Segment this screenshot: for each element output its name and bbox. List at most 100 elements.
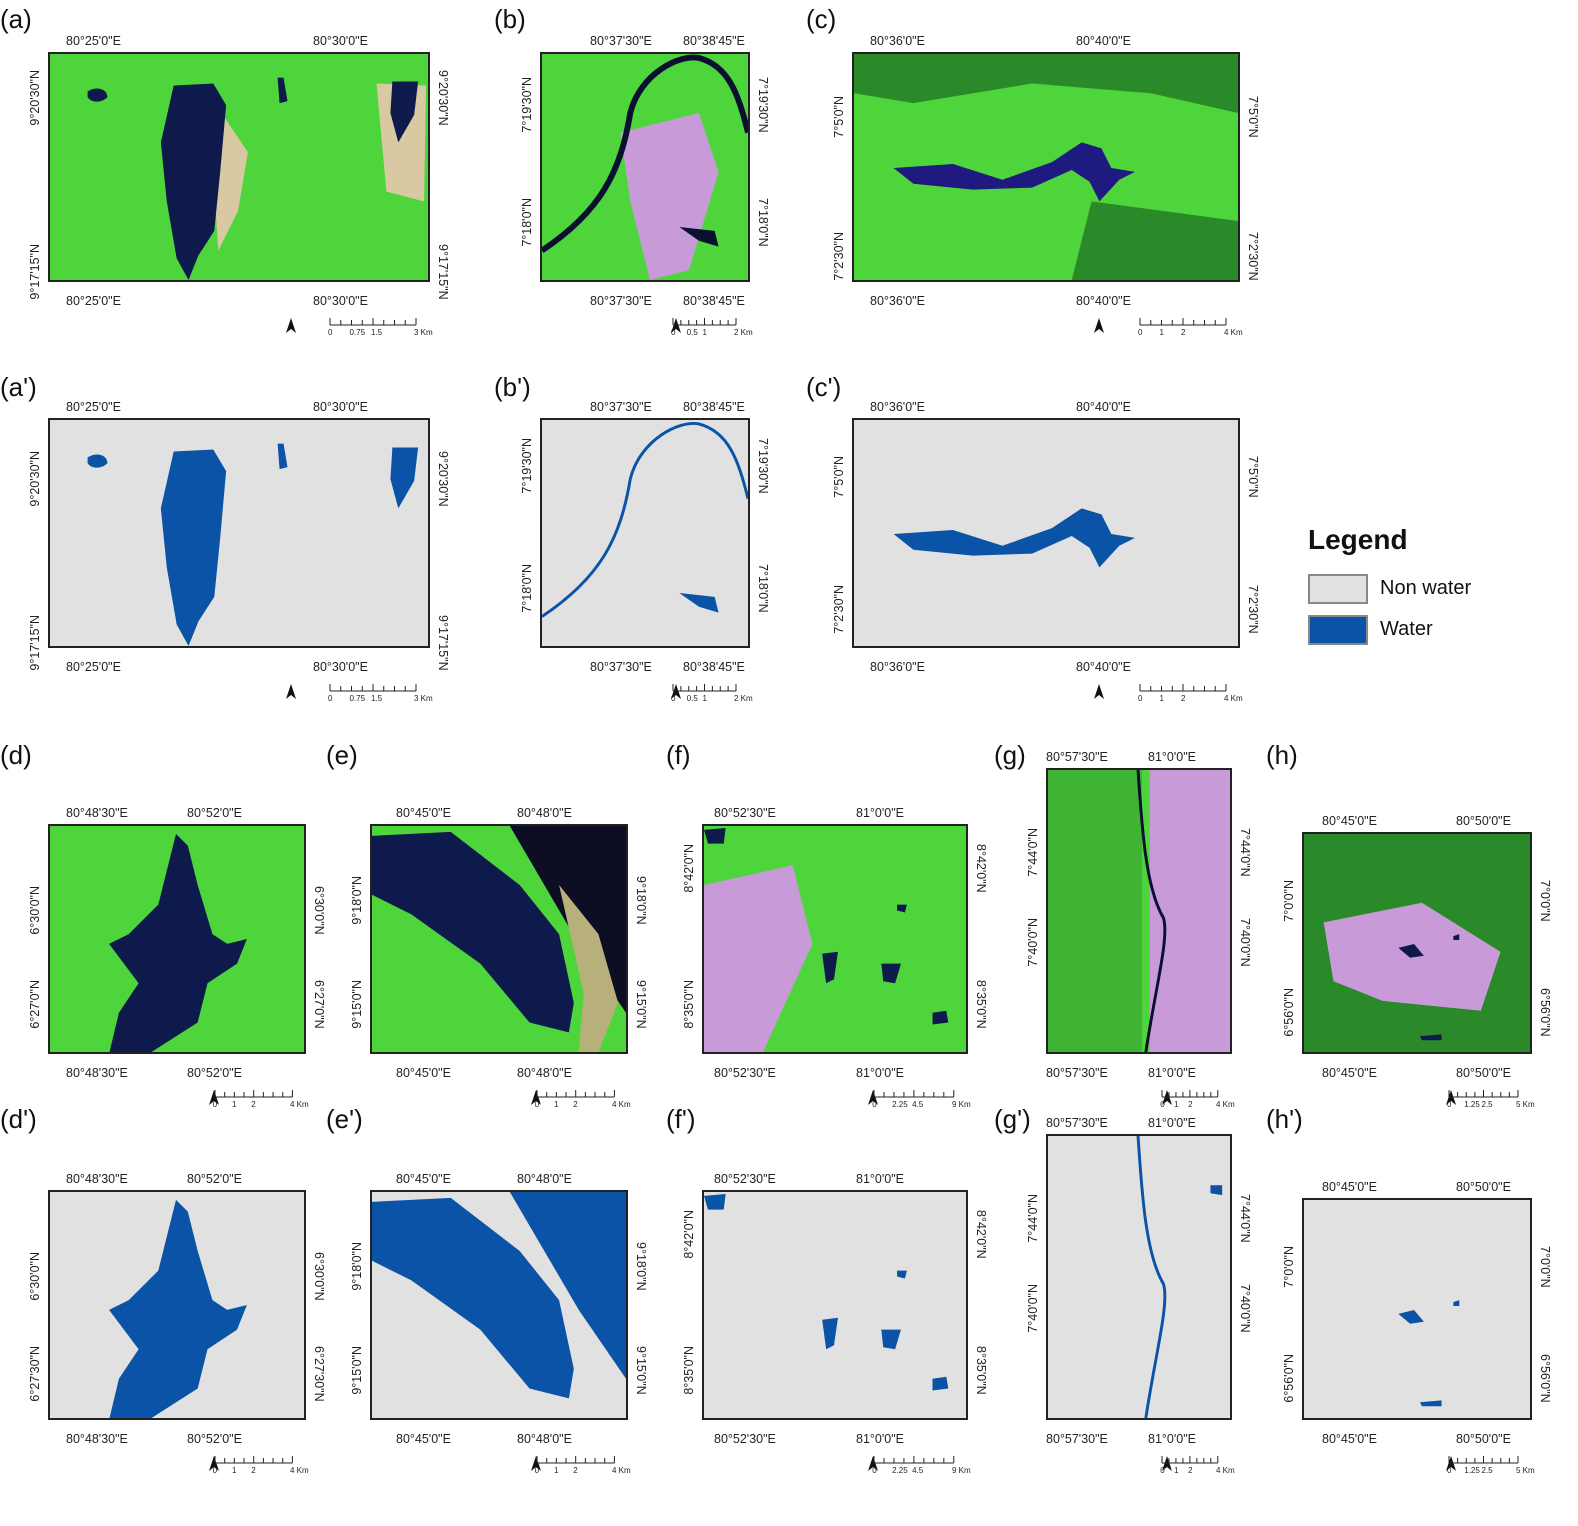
scale-label: 3 Km: [414, 694, 433, 703]
scale-label: 2: [1181, 694, 1186, 703]
latitude-label-left: 7°0'0"N: [1282, 880, 1296, 922]
longitude-label-top: 80°37'30"E: [590, 34, 652, 48]
scale-label: 2: [1188, 1100, 1193, 1109]
latitude-label-left: 6°30'0"N: [28, 1252, 42, 1301]
latitude-label-right: 7°19'30"N: [756, 438, 770, 494]
scale-bar: 0 0.5 1 2 Km: [671, 684, 753, 708]
panel-label: (b'): [494, 372, 531, 402]
panel-label: (g'): [994, 1104, 1031, 1134]
panel-label: (c): [806, 4, 837, 34]
latitude-label-right: 9°17'15"N: [436, 244, 450, 300]
scale-label: 0.5: [686, 328, 698, 337]
panel-label: (d'): [0, 1104, 37, 1134]
longitude-label-top: 80°25'0"E: [66, 400, 121, 414]
longitude-label-bottom: 81°0'0"E: [856, 1432, 904, 1446]
latitude-label-right: 6°30'0"N: [312, 1252, 326, 1301]
longitude-label-bottom: 80°36'0"E: [870, 660, 925, 674]
latitude-label-left: 9°18'0"N: [350, 876, 364, 925]
scale-label: 0: [1138, 328, 1143, 337]
map-frame: [48, 1190, 306, 1420]
longitude-label-bottom: 80°50'0"E: [1456, 1066, 1511, 1080]
longitude-label-top: 81°0'0"E: [856, 1172, 904, 1186]
longitude-label-bottom: 81°0'0"E: [856, 1066, 904, 1080]
latitude-label-left: 8°35'0"N: [682, 980, 696, 1029]
map-frame: [540, 52, 750, 282]
longitude-label-bottom: 80°48'30"E: [66, 1066, 128, 1080]
scale-label: 2 Km: [734, 694, 753, 703]
longitude-label-top: 80°52'30"E: [714, 806, 776, 820]
scale-label: 0: [1447, 1100, 1452, 1109]
latitude-label-left: 9°15'0"N: [350, 1346, 364, 1395]
map-frame: [48, 52, 430, 282]
longitude-label-bottom: 80°37'30"E: [590, 660, 652, 674]
latitude-label-left: 7°40'0"N: [1026, 1284, 1040, 1333]
latitude-label-right: 7°19'30"N: [756, 77, 770, 133]
north-arrow-icon: [208, 1088, 220, 1106]
scale-label: 0: [1138, 694, 1143, 703]
longitude-label-bottom: 80°45'0"E: [1322, 1432, 1377, 1446]
scale-label: 0: [1160, 1100, 1165, 1109]
longitude-label-top: 80°57'30"E: [1046, 1116, 1108, 1130]
latitude-label-right: 9°18'0"N: [634, 876, 648, 925]
north-arrow-icon: [1093, 316, 1105, 334]
longitude-label-bottom: 80°30'0"E: [313, 660, 368, 674]
scale-label: 1: [702, 694, 707, 703]
longitude-label-top: 80°30'0"E: [313, 34, 368, 48]
scale-label: 4 Km: [289, 1466, 309, 1475]
longitude-label-bottom: 80°45'0"E: [1322, 1066, 1377, 1080]
latitude-label-right: 6°27'0"N: [312, 980, 326, 1029]
legend-title: Legend: [1308, 524, 1408, 555]
longitude-label-top: 80°52'0"E: [187, 1172, 242, 1186]
scale-bar: 0 2.25 4.5 9 Km: [872, 1090, 971, 1114]
longitude-label-bottom: 80°36'0"E: [870, 294, 925, 308]
scale-label: 1: [231, 1466, 237, 1475]
latitude-label-right: 7°2'30"N: [1246, 232, 1260, 281]
longitude-label-top: 80°45'0"E: [396, 806, 451, 820]
panel-label: (f'): [666, 1104, 696, 1134]
scale-bar: 0 0.5 1 2 Km: [671, 318, 753, 342]
longitude-label-bottom: 80°38'45"E: [683, 294, 745, 308]
scale-label: 2: [251, 1100, 256, 1109]
scale-label: 1: [553, 1466, 559, 1475]
map-frame: [702, 824, 968, 1054]
longitude-label-top: 80°45'0"E: [1322, 1180, 1377, 1194]
map-frame: [1302, 832, 1532, 1054]
scale-label: 0: [212, 1100, 218, 1109]
map-frame: [540, 418, 750, 648]
scale-bar: 0 0.75 1.5 3 Km: [328, 318, 433, 342]
legend-swatch-non-water: [1308, 574, 1368, 604]
scale-label: 0: [534, 1466, 540, 1475]
map-frame: [1302, 1198, 1532, 1420]
latitude-label-left: 9°17'15"N: [28, 244, 42, 300]
longitude-label-top: 80°45'0"E: [396, 1172, 451, 1186]
scale-label: 1.25: [1464, 1100, 1480, 1109]
latitude-label-right: 9°18'0"N: [634, 1242, 648, 1291]
panel-label: (a'): [0, 372, 37, 402]
longitude-label-bottom: 81°0'0"E: [1148, 1432, 1196, 1446]
scale-label: 0: [671, 694, 676, 703]
north-arrow-icon: [285, 316, 297, 334]
longitude-label-top: 81°0'0"E: [1148, 1116, 1196, 1130]
latitude-label-left: 9°20'30"N: [28, 451, 42, 507]
longitude-label-top: 80°45'0"E: [1322, 814, 1377, 828]
north-arrow-icon: [208, 1454, 220, 1472]
map-frame: [1046, 1134, 1232, 1420]
longitude-label-top: 80°38'45"E: [683, 34, 745, 48]
longitude-label-bottom: 80°25'0"E: [66, 294, 121, 308]
latitude-label-left: 7°18'0"N: [520, 564, 534, 613]
latitude-label-left: 6°27'0"N: [28, 980, 42, 1029]
longitude-label-bottom: 80°25'0"E: [66, 660, 121, 674]
scale-label: 2 Km: [734, 328, 753, 337]
longitude-label-top: 80°48'30"E: [66, 1172, 128, 1186]
map-frame: [852, 52, 1240, 282]
north-arrow-icon: [867, 1088, 879, 1106]
scale-label: 0: [1160, 1466, 1165, 1475]
scale-label: 1: [553, 1100, 559, 1109]
scale-label: 4 Km: [1224, 328, 1243, 337]
scale-label: 4 Km: [1215, 1100, 1235, 1109]
longitude-label-top: 80°52'30"E: [714, 1172, 776, 1186]
longitude-label-top: 80°48'30"E: [66, 806, 128, 820]
